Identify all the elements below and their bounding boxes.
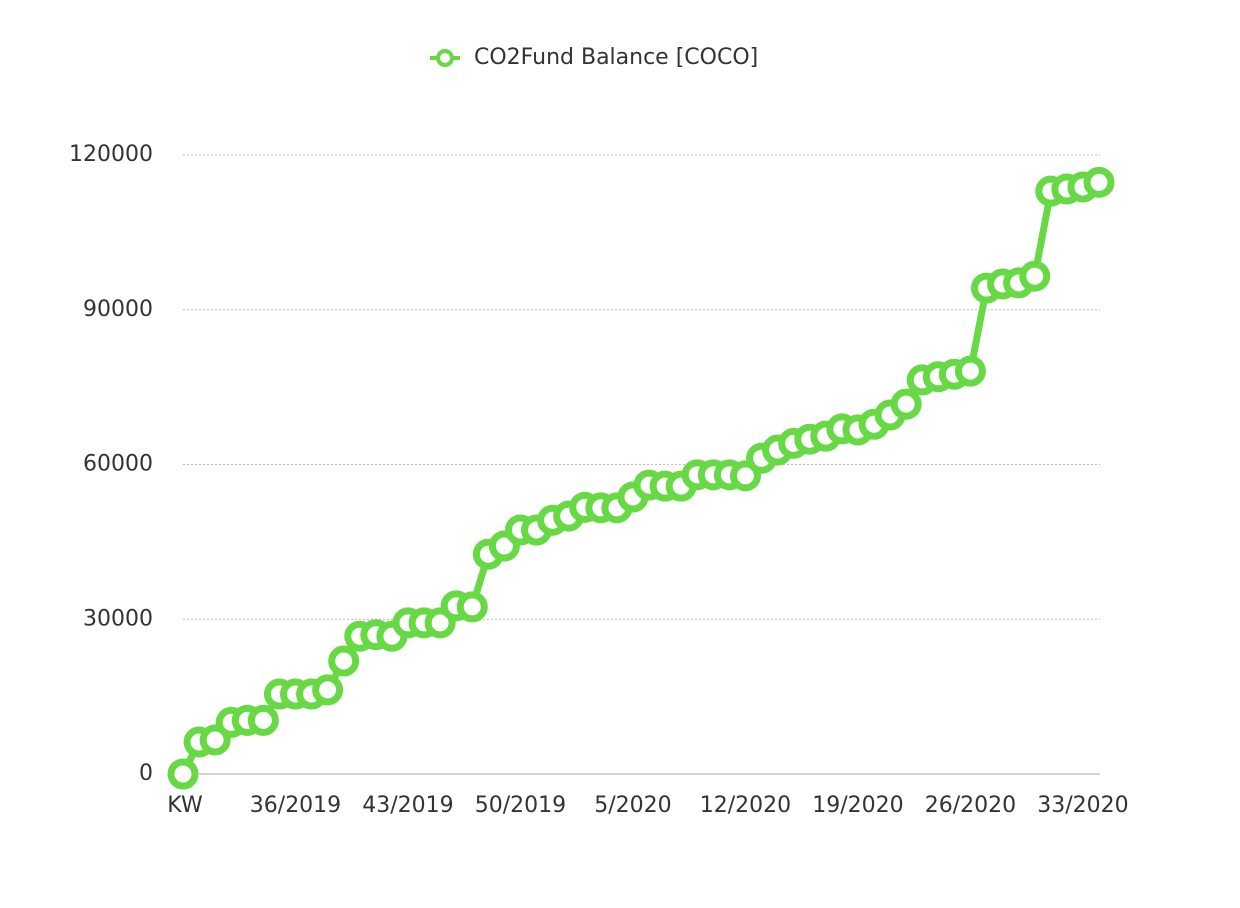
- y-tick-label: 60000: [83, 452, 153, 477]
- data-point: [890, 388, 922, 420]
- y-tick-label: 90000: [83, 297, 153, 322]
- x-tick-label: 43/2019: [362, 793, 453, 818]
- y-tick-label: 120000: [69, 142, 153, 167]
- data-point: [456, 591, 488, 623]
- data-point: [954, 355, 986, 387]
- data-point: [1019, 260, 1051, 292]
- data-point: [328, 645, 360, 677]
- x-tick-label: 33/2020: [1037, 793, 1128, 818]
- legend-label: CO2Fund Balance [COCO]: [474, 45, 758, 70]
- x-tick-label: 5/2020: [594, 793, 671, 818]
- x-tick-label: 36/2019: [250, 793, 341, 818]
- data-point: [247, 704, 279, 736]
- x-tick-label: 26/2020: [925, 793, 1016, 818]
- data-point: [167, 758, 199, 790]
- y-tick-label: 0: [139, 761, 153, 786]
- x-tick-label: KW: [167, 793, 203, 818]
- data-point: [312, 674, 344, 706]
- x-tick-label: 19/2020: [812, 793, 903, 818]
- legend: CO2Fund Balance [COCO]: [430, 45, 758, 70]
- x-tick-label: 12/2020: [700, 793, 791, 818]
- x-tick-label: 50/2019: [475, 793, 566, 818]
- data-point: [1083, 166, 1115, 198]
- legend-marker: [436, 49, 454, 67]
- y-tick-label: 30000: [83, 606, 153, 631]
